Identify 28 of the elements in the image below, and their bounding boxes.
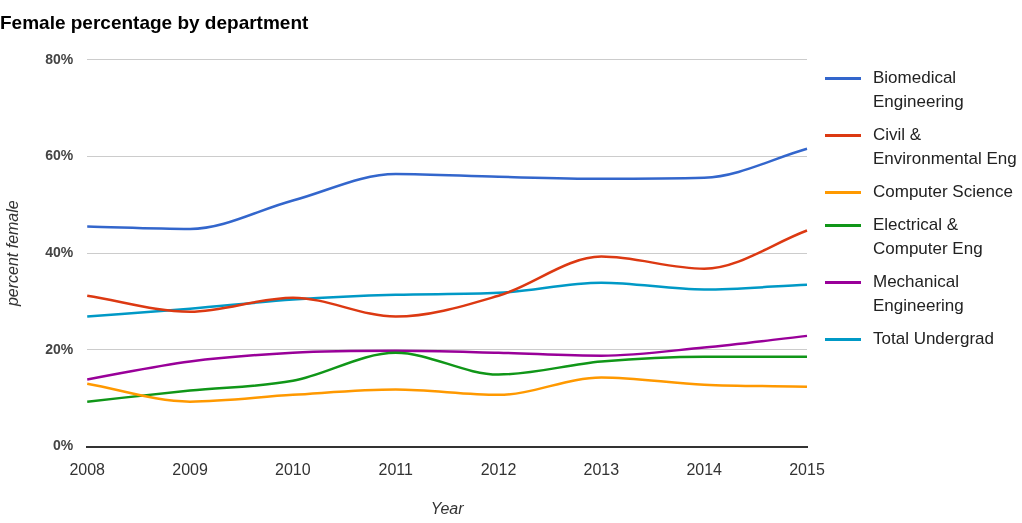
legend-label: Civil & Environmental Eng xyxy=(873,124,1018,170)
y-tick-label: 80% xyxy=(45,50,74,67)
y-tick-label: 0% xyxy=(52,437,74,454)
y-axis-title: percent female xyxy=(4,200,22,308)
chart-title: Female percentage by department xyxy=(0,11,309,33)
legend-label: Biomedical Engineering xyxy=(873,67,965,113)
y-tick-label: 40% xyxy=(45,244,74,261)
x-tick-label: 2008 xyxy=(69,460,106,478)
legend-label: Mechanical Engineering xyxy=(873,271,965,317)
line-series xyxy=(85,281,809,318)
y-tick-label: 60% xyxy=(45,147,74,164)
y-tick-label: 20% xyxy=(45,340,74,357)
x-tick-label: 2009 xyxy=(172,460,208,478)
legend-label: Electrical & Computer Eng xyxy=(873,214,984,260)
x-tick-label: 2010 xyxy=(275,460,311,478)
x-axis-title: Year xyxy=(430,499,465,517)
x-tick-label: 2013 xyxy=(583,460,620,478)
x-tick-label: 2014 xyxy=(686,460,723,478)
x-tick-label: 2015 xyxy=(789,460,825,478)
line-series xyxy=(85,229,809,318)
line-series xyxy=(85,147,809,231)
legend-label: Computer Science xyxy=(873,181,1013,203)
x-tick-label: 2011 xyxy=(378,460,413,478)
legend-label: Total Undergrad xyxy=(873,328,994,350)
line-series xyxy=(85,334,809,381)
line-series xyxy=(85,376,809,403)
x-tick-label: 2012 xyxy=(480,460,517,478)
line-series xyxy=(85,351,809,403)
